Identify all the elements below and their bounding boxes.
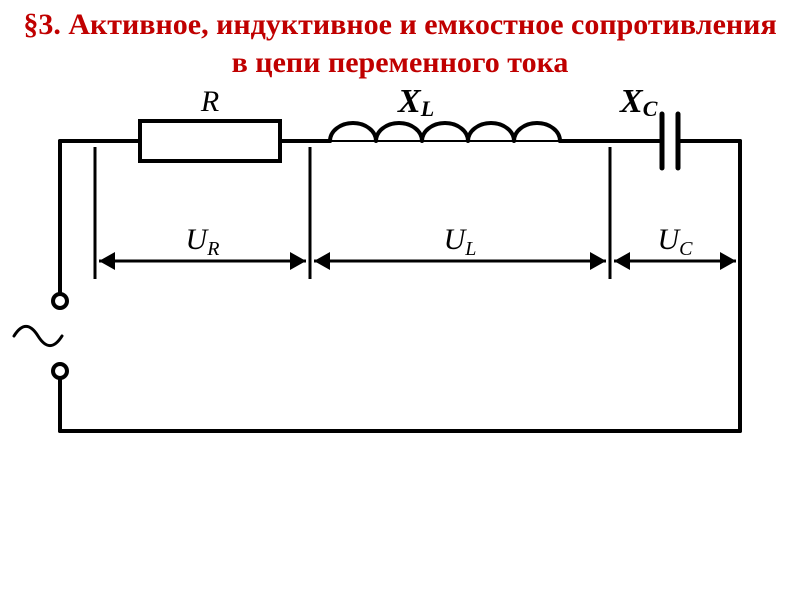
label-xl-main: X bbox=[398, 83, 421, 120]
label-xc-main: X bbox=[620, 83, 643, 120]
page-title: §3. Активное, индуктивное и емкостное со… bbox=[0, 0, 800, 81]
svg-text:UR: UR bbox=[186, 223, 220, 260]
label-xc-sub: C bbox=[643, 96, 658, 121]
svg-text:UL: UL bbox=[444, 223, 477, 260]
label-xl: XL bbox=[398, 83, 434, 122]
svg-text:UC: UC bbox=[657, 223, 693, 260]
circuit-svg: R UR UL UC bbox=[0, 81, 800, 501]
svg-text:R: R bbox=[200, 85, 219, 118]
circuit-diagram: XL XC RURULUC bbox=[0, 81, 800, 501]
label-xc: XC bbox=[620, 83, 657, 122]
label-xl-sub: L bbox=[421, 96, 434, 121]
